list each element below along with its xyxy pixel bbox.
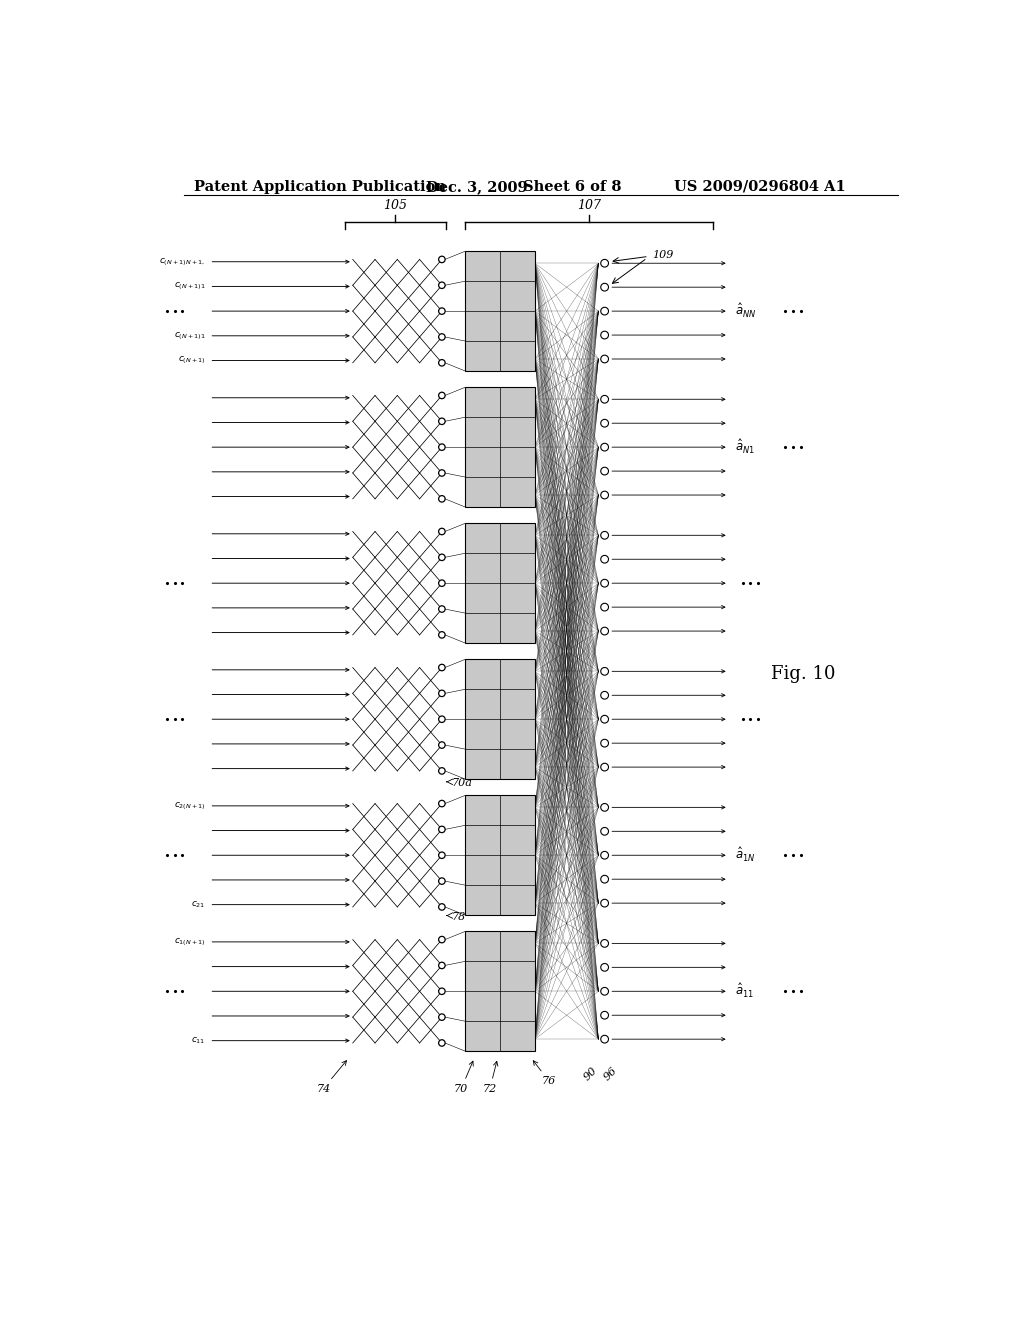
Circle shape (438, 1014, 445, 1020)
Text: 78: 78 (452, 912, 466, 923)
Text: Patent Application Publication: Patent Application Publication (194, 180, 445, 194)
Circle shape (438, 989, 445, 994)
Circle shape (601, 987, 608, 995)
Circle shape (601, 1035, 608, 1043)
Circle shape (438, 878, 445, 884)
Text: $c_{(N+1)1}$: $c_{(N+1)1}$ (174, 281, 206, 292)
Bar (465, 387, 535, 507)
Text: $\hat{a}_{11}$: $\hat{a}_{11}$ (735, 982, 754, 1001)
Circle shape (601, 739, 608, 747)
Circle shape (438, 826, 445, 833)
Bar (465, 932, 535, 1051)
Circle shape (438, 554, 445, 561)
Circle shape (601, 875, 608, 883)
Text: $c_{1(N+1)}$: $c_{1(N+1)}$ (174, 936, 206, 948)
Text: $c_{21}$: $c_{21}$ (191, 899, 206, 909)
Text: $\hat{a}_{N1}$: $\hat{a}_{N1}$ (735, 438, 755, 457)
Text: 96: 96 (602, 1065, 620, 1082)
Circle shape (601, 579, 608, 587)
Circle shape (438, 495, 445, 502)
Circle shape (601, 899, 608, 907)
Circle shape (438, 359, 445, 366)
Text: 105: 105 (383, 199, 408, 213)
Circle shape (601, 467, 608, 475)
Circle shape (438, 256, 445, 263)
Text: US 2009/0296804 A1: US 2009/0296804 A1 (675, 180, 846, 194)
Circle shape (601, 804, 608, 812)
Circle shape (601, 763, 608, 771)
Circle shape (438, 606, 445, 612)
Text: $c_{(N+1)}$: $c_{(N+1)}$ (177, 355, 206, 367)
Circle shape (438, 528, 445, 535)
Circle shape (601, 284, 608, 290)
Text: $c_{2(N+1)}$: $c_{2(N+1)}$ (174, 800, 206, 812)
Circle shape (438, 308, 445, 314)
Circle shape (438, 444, 445, 450)
Circle shape (438, 418, 445, 425)
Text: $\hat{a}_{NN}$: $\hat{a}_{NN}$ (735, 302, 757, 321)
Circle shape (601, 1011, 608, 1019)
Circle shape (438, 800, 445, 807)
Circle shape (438, 392, 445, 399)
Text: $c_{(N+1)1}$: $c_{(N+1)1}$ (174, 330, 206, 342)
Circle shape (601, 532, 608, 539)
Circle shape (601, 940, 608, 948)
Bar (465, 251, 535, 371)
Text: $\hat{a}_{1N}$: $\hat{a}_{1N}$ (735, 846, 756, 865)
Circle shape (601, 491, 608, 499)
Text: $c_{11}$: $c_{11}$ (191, 1035, 206, 1045)
Circle shape (601, 715, 608, 723)
Circle shape (601, 308, 608, 315)
Circle shape (438, 470, 445, 477)
Circle shape (601, 627, 608, 635)
Circle shape (438, 632, 445, 638)
Text: Fig. 10: Fig. 10 (771, 665, 836, 684)
Circle shape (438, 664, 445, 671)
Text: 90: 90 (582, 1065, 599, 1082)
Text: 70a: 70a (452, 779, 472, 788)
Text: 74: 74 (316, 1060, 346, 1094)
Circle shape (438, 282, 445, 289)
Circle shape (438, 742, 445, 748)
Circle shape (601, 331, 608, 339)
Circle shape (438, 579, 445, 586)
Circle shape (438, 851, 445, 858)
Text: 107: 107 (578, 199, 601, 213)
Text: Sheet 6 of 8: Sheet 6 of 8 (523, 180, 622, 194)
Circle shape (601, 692, 608, 700)
Circle shape (438, 962, 445, 969)
Circle shape (438, 1040, 445, 1047)
Bar (465, 660, 535, 779)
Circle shape (601, 556, 608, 564)
Circle shape (438, 904, 445, 911)
Bar (465, 796, 535, 915)
Circle shape (601, 355, 608, 363)
Circle shape (601, 851, 608, 859)
Circle shape (438, 936, 445, 942)
Circle shape (601, 964, 608, 972)
Text: 70: 70 (454, 1061, 473, 1094)
Text: Dec. 3, 2009: Dec. 3, 2009 (426, 180, 528, 194)
Bar (465, 523, 535, 643)
Circle shape (601, 396, 608, 403)
Circle shape (601, 828, 608, 836)
Circle shape (438, 768, 445, 774)
Text: $c_{(N+1)N+1,}$: $c_{(N+1)N+1,}$ (160, 256, 206, 268)
Circle shape (601, 444, 608, 451)
Circle shape (601, 603, 608, 611)
Text: 109: 109 (652, 249, 674, 260)
Circle shape (601, 668, 608, 676)
Circle shape (438, 690, 445, 697)
Text: 72: 72 (482, 1061, 498, 1094)
Circle shape (601, 260, 608, 267)
Text: 76: 76 (534, 1061, 556, 1086)
Circle shape (438, 715, 445, 722)
Circle shape (438, 334, 445, 341)
Circle shape (601, 420, 608, 428)
